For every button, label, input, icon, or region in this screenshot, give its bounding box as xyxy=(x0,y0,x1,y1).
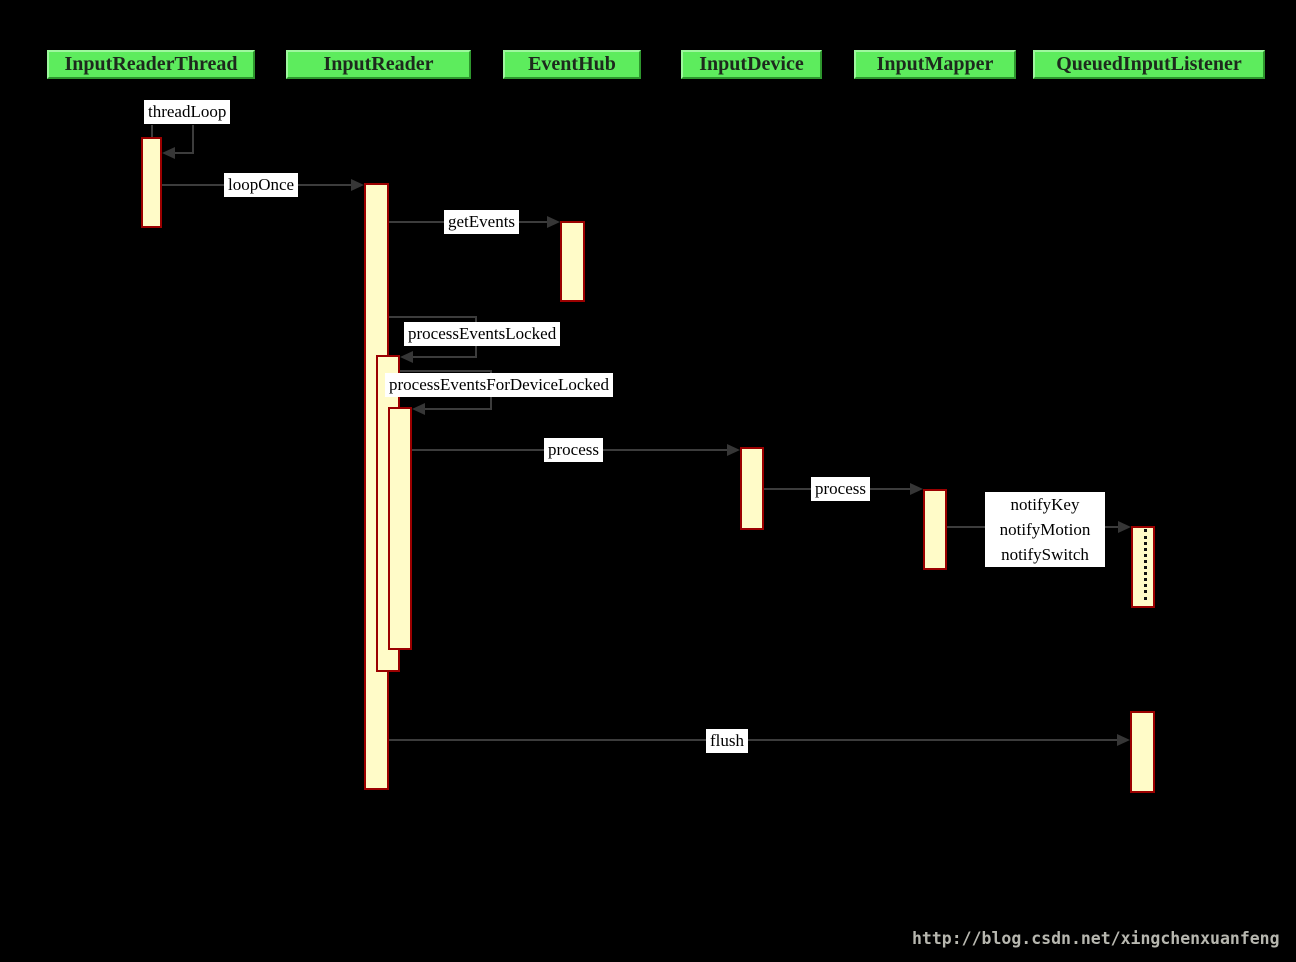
watermark-url: http://blog.csdn.net/xingchenxuanfeng xyxy=(912,929,1280,948)
dotted-lifeline xyxy=(1144,529,1147,600)
arrowhead-right-icon xyxy=(910,483,923,495)
arrowhead-right-icon xyxy=(1117,734,1130,746)
message-label-getevents: getEvents xyxy=(444,210,520,234)
message-label-notify: notifyKey notifyMotion notifySwitch xyxy=(985,492,1105,567)
actor-input-reader-thread: InputReaderThread xyxy=(47,50,255,79)
arrowhead-left-icon xyxy=(400,351,413,363)
flush-line xyxy=(389,739,1118,741)
threadloop-call-line xyxy=(151,125,153,137)
notify-line2: notifyMotion xyxy=(999,520,1091,539)
message-label-processeventsfordevicelocked: processEventsForDeviceLocked xyxy=(385,373,613,397)
processeventsfordevicelocked-line-out xyxy=(400,370,492,372)
actor-event-hub: EventHub xyxy=(503,50,641,79)
arrowhead-right-icon xyxy=(547,216,560,228)
actor-queued-input-listener: QueuedInputListener xyxy=(1033,50,1265,79)
activation-input-reader-thread xyxy=(141,137,162,228)
arrowhead-right-icon xyxy=(727,444,740,456)
actor-input-mapper: InputMapper xyxy=(854,50,1016,79)
activation-input-mapper xyxy=(923,489,947,570)
notify-line3: notifySwitch xyxy=(1001,545,1089,564)
processeventsfordevicelocked-line-back xyxy=(425,408,492,410)
message-label-looponce: loopOnce xyxy=(224,173,299,197)
arrowhead-left-icon xyxy=(162,147,175,159)
arrowhead-left-icon xyxy=(412,403,425,415)
activation-queued-input-listener-1 xyxy=(1131,526,1155,608)
threadloop-return-line xyxy=(192,125,194,154)
message-label-processeventslocked: processEventsLocked xyxy=(404,322,561,346)
actor-input-reader: InputReader xyxy=(286,50,471,79)
processeventslocked-line-back xyxy=(413,356,477,358)
message-label-process-mapper: process xyxy=(811,477,870,501)
message-label-threadloop: threadLoop xyxy=(144,100,231,124)
threadloop-return-line xyxy=(175,152,194,154)
activation-queued-input-listener-2 xyxy=(1130,711,1155,793)
activation-input-reader-nested-2 xyxy=(388,407,412,650)
arrowhead-right-icon xyxy=(351,179,364,191)
processeventslocked-line-out xyxy=(389,316,477,318)
activation-input-device xyxy=(740,447,764,530)
message-label-flush: flush xyxy=(706,729,748,753)
activation-event-hub xyxy=(560,221,585,302)
actor-input-device: InputDevice xyxy=(681,50,822,79)
arrowhead-right-icon xyxy=(1118,521,1131,533)
notify-line1: notifyKey xyxy=(1010,495,1080,514)
message-label-process-device: process xyxy=(544,438,603,462)
